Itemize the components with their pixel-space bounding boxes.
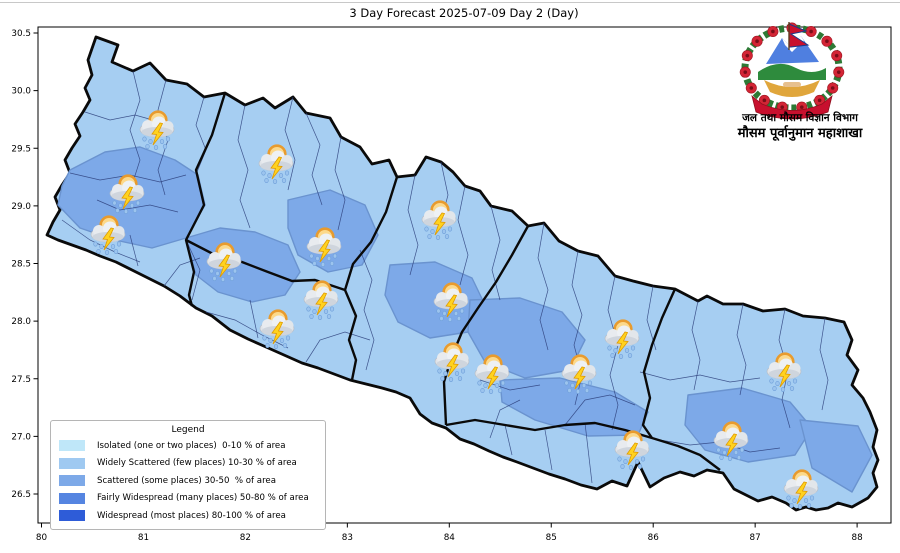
legend-row: Widely Scattered (few places) 10-30 % of… [51,455,325,473]
department-name-line1: जल तथा मौसम विज्ञान विभाग [742,112,858,124]
x-tick-label: 83 [342,533,353,543]
y-tick-label: 30.0 [11,87,31,97]
legend-swatch [59,457,85,469]
plot-frame [37,26,892,524]
y-tick-label: 27.0 [11,432,31,442]
legend-title: Legend [171,425,205,435]
y-tick-label: 29.0 [11,202,31,212]
handshake [783,82,801,87]
flower-center [771,29,775,34]
top-divider [0,2,900,3]
legend-row: Fairly Widespread (many places) 50-80 % … [51,490,325,508]
x-tick-label: 81 [138,533,149,543]
legend-row: Widespread (most places) 80-100 % of are… [51,507,325,525]
banner-ribbon [751,94,833,120]
legend-label: Widely Scattered (few places) 10-30 % of… [97,458,297,469]
y-tick-label: 30.5 [11,29,31,39]
y-tick-label: 27.5 [11,375,31,385]
department-name: जल तथा मौसम विज्ञान विभाग मौसम पूर्वानुम… [705,112,895,142]
terraces [764,80,820,97]
legend-label: Scattered (some places) 30-50 % of area [97,475,276,486]
legend-label: Isolated (one or two places) 0-10 % of a… [97,440,286,451]
legend-rows: Isolated (one or two places) 0-10 % of a… [51,437,325,525]
x-tick-label: 87 [750,533,761,543]
legend-swatch [59,475,85,487]
y-tick-label: 28.5 [11,260,31,270]
flower-center [799,105,804,109]
flower-center [836,70,841,74]
hills [758,63,826,80]
wreath-flowers [739,22,845,113]
x-tick-label: 85 [546,533,557,543]
flower-center [755,39,759,44]
flower-center [825,39,829,44]
flower-center [817,98,822,103]
flower-center [780,105,785,109]
flower-center [749,86,754,90]
legend: Legend Isolated (one or two places) 0-10… [50,420,326,530]
x-tick-label: 82 [240,533,251,543]
province-boundaries [184,92,721,471]
x-tick-label: 80 [36,533,48,543]
legend-row: Scattered (some places) 30-50 % of area [51,472,325,490]
flower-center [745,53,750,58]
flower-center [762,98,767,103]
legend-swatch [59,492,85,504]
x-tick-label: 84 [444,533,456,543]
y-tick-label: 26.5 [11,490,31,500]
department-emblem [739,22,845,120]
flower-center [830,86,835,90]
legend-swatch [59,440,85,452]
y-axis-ticks: 30.5 30.0 29.5 29.0 28.5 28.0 27.5 27.0 26.5 [11,29,38,500]
flower-center [743,70,748,74]
page-title: 3 Day Forecast 2025-07-09 Day 2 (Day) [349,6,579,20]
x-tick-label: 88 [851,533,862,543]
legend-row: Isolated (one or two places) 0-10 % of a… [51,437,325,455]
x-tick-label: 86 [648,533,660,543]
legend-label: Widespread (most places) 80-100 % of are… [97,510,286,521]
legend-swatch [59,510,85,522]
y-tick-label: 28.0 [11,317,31,327]
flower-center [834,53,839,58]
y-tick-label: 29.5 [11,144,31,154]
legend-label: Fairly Widespread (many places) 50-80 % … [97,493,309,504]
department-name-line2: मौसम पूर्वानुमान महाशाखा [737,126,863,141]
flower-center [809,29,813,34]
